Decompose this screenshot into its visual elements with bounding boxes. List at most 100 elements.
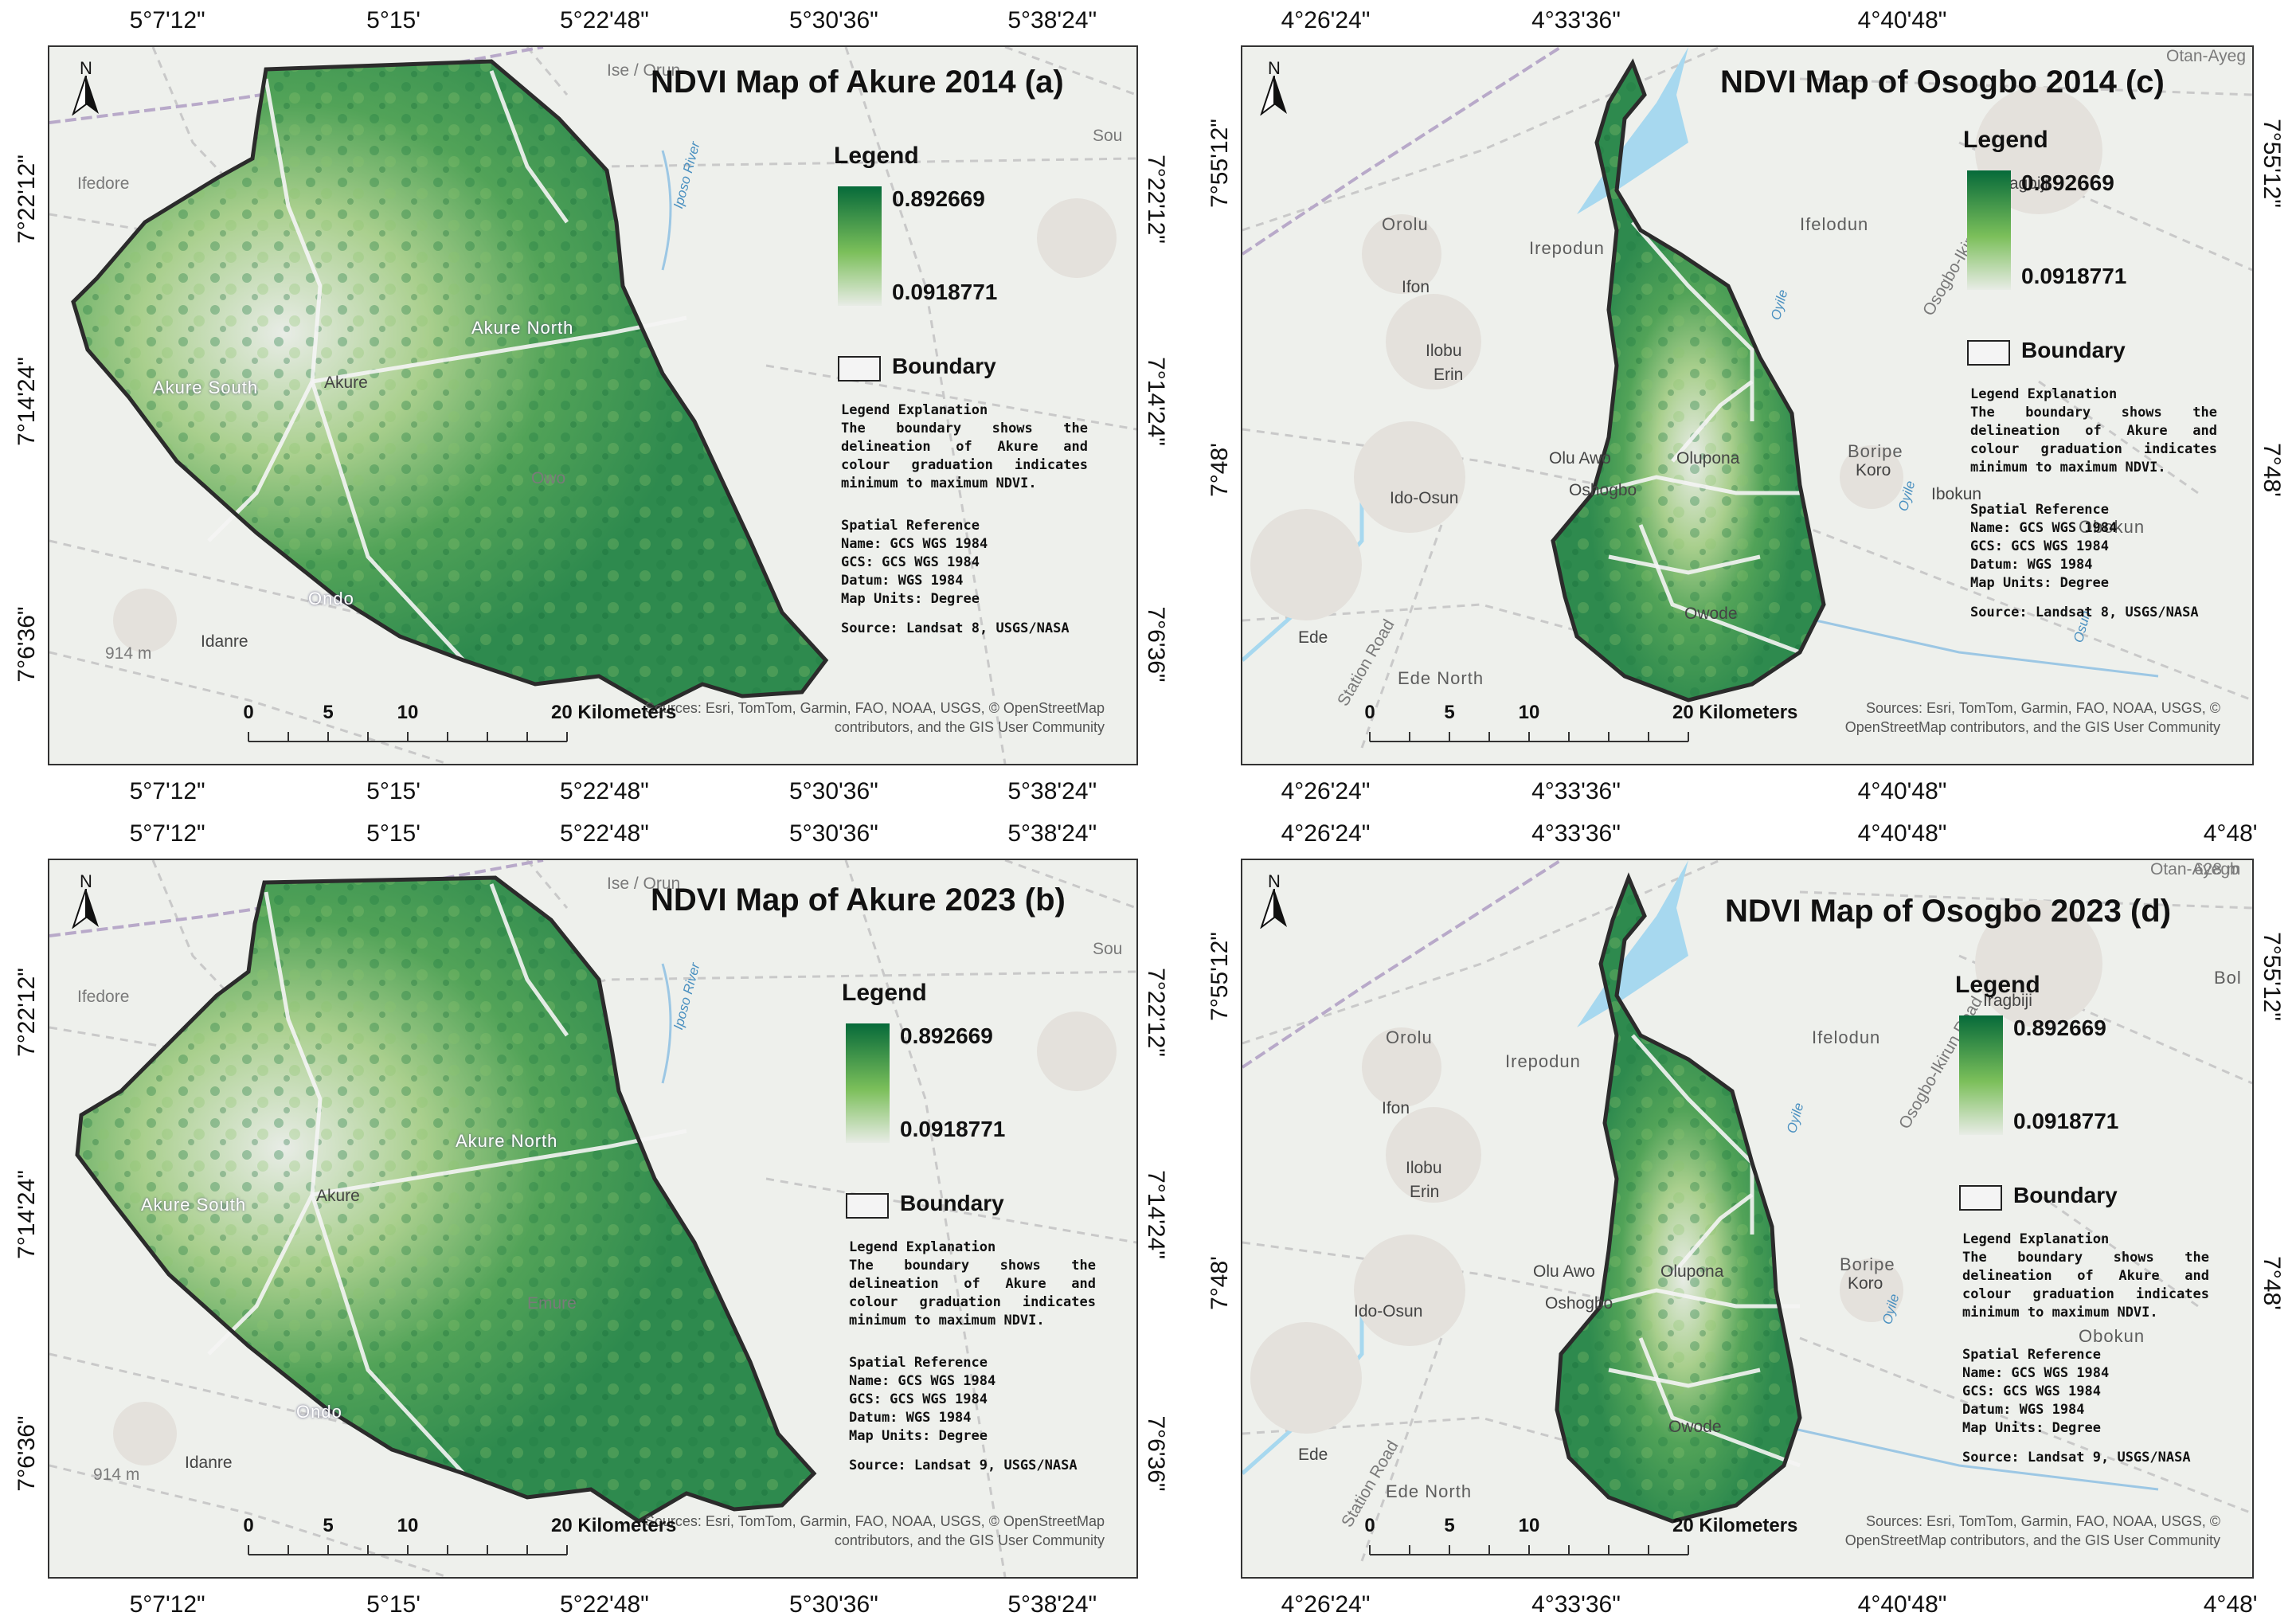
attribution-line: Sources: Esri, TomTom, Garmin, FAO, NOAA… [1865, 1513, 2220, 1529]
place-label: Obokun [2079, 1326, 2145, 1346]
data-source: Source: Landsat 9, USGS/NASA [1962, 1450, 2191, 1465]
basemap-road [1242, 428, 1641, 495]
scale-unit-label: 20 Kilometers [1672, 702, 1798, 723]
built-up-area [1354, 1235, 1465, 1346]
attribution-line: contributors, and the GIS User Community [834, 719, 1105, 735]
scale-label: 10 [1518, 1515, 1540, 1536]
basemap-road [2038, 1193, 2199, 1308]
spatial-reference-line: Spatial Reference [841, 518, 980, 534]
built-up-area [1362, 214, 1441, 294]
boundary-symbol [1967, 340, 2010, 366]
spatial-reference-line: Map Units: Degree [1962, 1420, 2101, 1436]
attribution-line: Sources: Esri, TomTom, Garmin, FAO, NOAA… [644, 700, 1105, 716]
left-coordinate-tick: 7°55'12" [1207, 118, 1233, 208]
spatial-reference-line: Name: GCS WGS 1984 [1962, 1365, 2110, 1381]
bottom-coordinate-tick: 4°26'24" [1281, 778, 1371, 804]
bottom-coordinate-tick: 5°7'12" [129, 778, 205, 804]
built-up-area [1037, 198, 1117, 278]
basemap [49, 860, 1136, 1577]
place-label: Ifedore [77, 988, 130, 1006]
boundary-label: Boundary [2013, 1183, 2118, 1207]
place-label: Akure South [153, 378, 259, 397]
place-label: Ilobu [1406, 1159, 1442, 1177]
spatial-reference-line: GCS: GCS WGS 1984 [849, 1391, 988, 1407]
legend-explanation: Legend Explanation The boundary shows the… [1962, 1231, 2209, 1322]
legend-min-value: 0.0918771 [2013, 1109, 2119, 1133]
data-source: Source: Landsat 9, USGS/NASA [849, 1458, 1078, 1473]
bottom-coordinate-tick: 5°30'36" [788, 1591, 878, 1618]
built-up-area [1037, 1012, 1117, 1091]
ndvi-texture [77, 878, 814, 1521]
place-label: Akure North [456, 1131, 558, 1151]
place-label: Akure [316, 1187, 360, 1205]
place-label: Iragbiji [1983, 992, 2032, 1010]
right-coordinate-tick: 7°48' [2259, 1255, 2285, 1310]
explanation-text: The boundary shows the delineation of Ak… [849, 1258, 1096, 1328]
map-frame: Ise / Orun Ifedore Akure North Akure South A… [48, 859, 1138, 1579]
place-label: Boripe [1840, 1254, 1895, 1274]
scale-label: 10 [1518, 702, 1540, 723]
legend-explanation: Legend Explanation The boundary shows the… [1970, 385, 2217, 477]
place-label: Olu Awo [1533, 1262, 1595, 1281]
place-label: Iragbiji [1999, 174, 2048, 193]
built-up-area [1386, 294, 1481, 389]
place-label: Ede North [1386, 1481, 1473, 1501]
internal-road [1638, 1337, 1801, 1468]
map-title: NDVI Map of Akure 2023 (b) [651, 882, 1066, 918]
scale-unit-label: 20 Kilometers [1672, 1515, 1798, 1536]
boundary-label: Boundary [2021, 338, 2126, 362]
place-label: Oshogbo [1545, 1294, 1613, 1313]
attribution: Sources: Esri, TomTom, Garmin, FAO, NOAA… [1845, 698, 2220, 737]
boundary-symbol [846, 1193, 889, 1219]
top-coordinate-tick: 5°30'36" [788, 820, 878, 847]
internal-road [1608, 554, 1761, 575]
scale-bar-graphic [248, 1545, 568, 1555]
scale-label: 0 [1364, 1515, 1375, 1536]
place-label: Ifon [1402, 278, 1430, 296]
bottom-coordinate-tick: 4°33'36" [1531, 1591, 1621, 1618]
top-coordinate-tick: 5°22'48" [559, 7, 649, 33]
place-label: Koro [1856, 461, 1891, 479]
top-coordinate-tick: 4°26'24" [1281, 820, 1371, 847]
place-label: Koro [1848, 1274, 1883, 1293]
internal-road [264, 78, 323, 382]
explanation-text: The boundary shows the delineation of Ak… [841, 421, 1088, 491]
basemap [49, 47, 1136, 764]
map-title: NDVI Map of Akure 2014 (a) [651, 65, 1064, 100]
bottom-coordinate-tick: 5°30'36" [788, 778, 878, 804]
built-up-area [1975, 900, 2102, 1027]
place-label: Irepodun [1505, 1051, 1581, 1071]
place-label: Ede [1298, 628, 1328, 647]
left-coordinate-tick: 7°48' [1207, 442, 1233, 497]
ndvi-color-ramp [1959, 1015, 2003, 1135]
scale-bar: 0 5 10 20 Kilometers [241, 1513, 676, 1569]
explanation-heading: Legend Explanation [1970, 386, 2118, 402]
ndvi-color-ramp [838, 186, 882, 306]
north-arrow: N [72, 58, 100, 115]
right-coordinate-tick: 7°22'12" [1143, 967, 1169, 1057]
top-coordinate-tick: 5°38'24" [1007, 7, 1097, 33]
basemap-road [526, 860, 569, 909]
legend-max-value: 0.892669 [892, 186, 985, 211]
right-coordinate-tick: 7°48' [2259, 442, 2285, 497]
explanation-text: The boundary shows the delineation of Ak… [1970, 405, 2217, 475]
place-label: Ifelodun [1812, 1027, 1881, 1047]
scale-unit-label: 20 Kilometers [551, 1515, 677, 1536]
scale-bar-graphic [1369, 732, 1689, 742]
basemap-road [1799, 77, 2252, 96]
place-label: Ondo [308, 589, 354, 608]
place-label: Akure North [471, 318, 574, 338]
legend-explanation: Legend Explanation The boundary shows the… [849, 1238, 1096, 1330]
bottom-coordinate-tick: 5°15' [366, 1591, 420, 1618]
place-label: Erin [1410, 1183, 1440, 1201]
internal-road [1638, 524, 1801, 655]
attribution-line: Sources: Esri, TomTom, Garmin, FAO, NOAA… [644, 1513, 1105, 1529]
attribution-line: OpenStreetMap contributors, and the GIS … [1844, 719, 2220, 735]
spatial-reference-line: Map Units: Degree [1970, 575, 2109, 591]
place-label: Ifon [1382, 1099, 1410, 1117]
scale-bar: 0 5 10 20 Kilometers [1362, 700, 1797, 756]
place-label: Idanre [201, 632, 248, 651]
place-label: Otan-Ayegb [2150, 860, 2239, 878]
boundary-label: Boundary [900, 1191, 1004, 1215]
scale-label: 5 [1444, 1515, 1455, 1536]
